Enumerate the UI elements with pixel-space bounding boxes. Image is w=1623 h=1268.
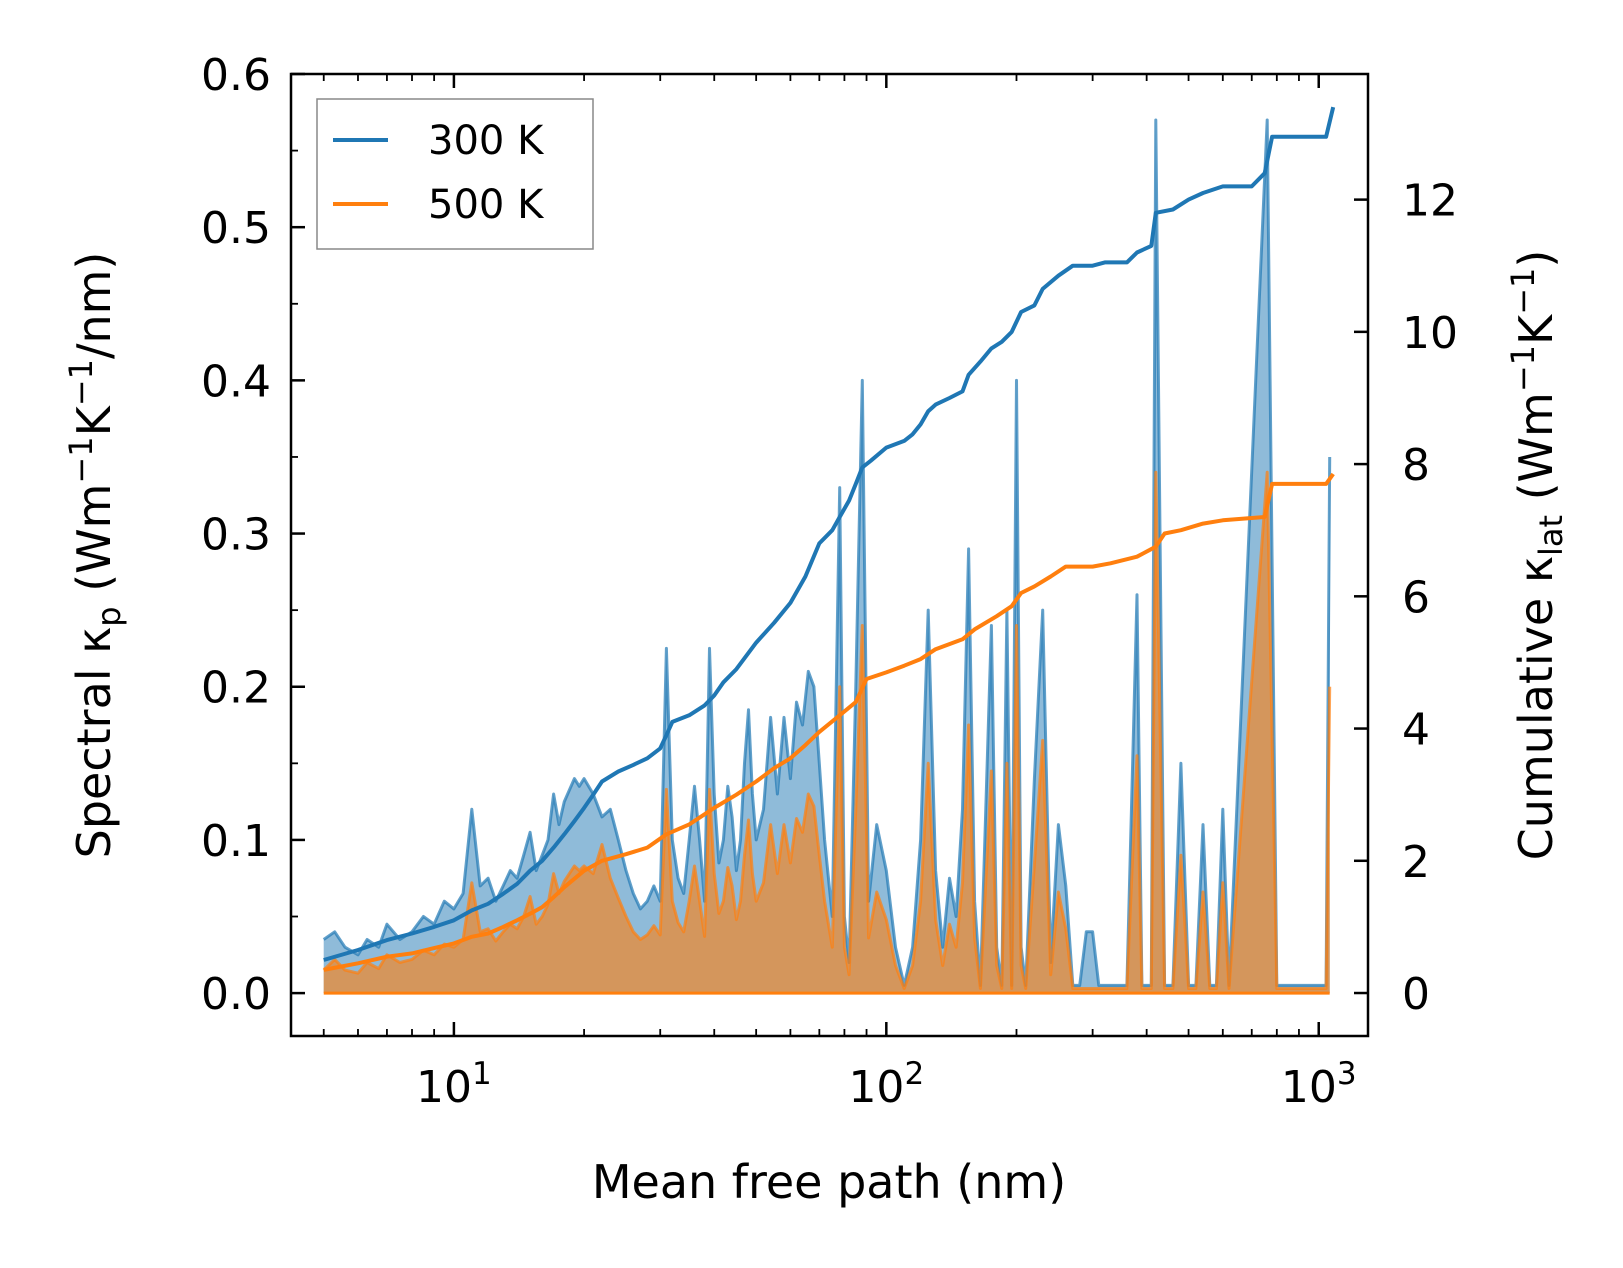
y-right-tick-label: 6 (1402, 572, 1430, 623)
legend-label-500k: 500 K (428, 182, 545, 228)
spectral-fill-layer (322, 118, 1332, 995)
y-right-tick-label: 8 (1402, 440, 1430, 491)
y-left-tick-label: 0.4 (201, 356, 271, 407)
series-line-layer (323, 106, 1336, 972)
y-right-tick-label: 2 (1402, 837, 1430, 888)
y-left-tick-label: 0.3 (201, 510, 271, 561)
tick-label-layer: 101 102 103 0.0 0.1 0.2 0.3 0.4 0.5 0.6 0 2 4 6 8 10 12 (201, 50, 1458, 1113)
y-left-tick-label: 0.5 (201, 203, 271, 254)
y-right-tick-label: 12 (1402, 176, 1458, 227)
x-tick-label: 103 (1281, 1056, 1357, 1113)
spectral-line-500k (322, 470, 1332, 990)
y-right-tick-label: 10 (1402, 308, 1458, 359)
spectral-line-300k (322, 118, 1332, 987)
legend-box (316, 98, 594, 250)
cumulative-line-300k (323, 106, 1336, 962)
plot-area (322, 106, 1336, 995)
x-tick-label: 102 (848, 1056, 924, 1113)
y-left-tick-label: 0.2 (201, 663, 271, 714)
tick-layer (291, 72, 1368, 1036)
plot-frame (289, 72, 1370, 1038)
cumulative-line-500k (323, 472, 1335, 972)
y-left-tick-label: 0.0 (201, 969, 271, 1020)
y-left-tick-label: 0.6 (201, 50, 271, 101)
y-right-tick-label: 0 (1402, 969, 1430, 1020)
y-left-tick-label: 0.1 (201, 816, 271, 867)
y-axis-label-right: Cumulative κlat (Wm−1K−1) (1504, 250, 1570, 861)
x-axis-label: Mean free path (nm) (592, 1155, 1066, 1209)
x-tick-label: 101 (416, 1056, 492, 1113)
legend: 300 K 500 K (316, 98, 594, 250)
y-axis-label-left: Spectral κp (Wm−1K−1/nm) (62, 252, 128, 859)
legend-label-300k: 300 K (428, 118, 545, 164)
y-right-tick-label: 4 (1402, 705, 1430, 756)
